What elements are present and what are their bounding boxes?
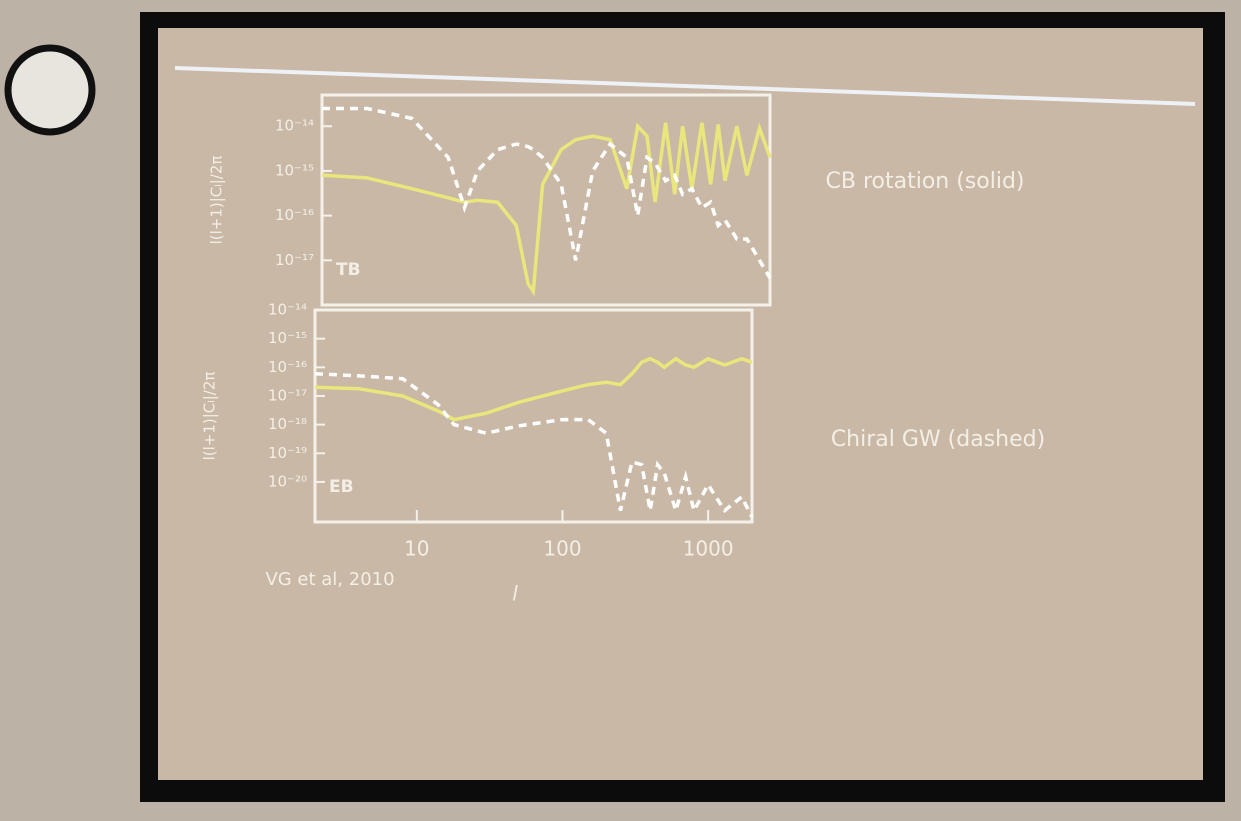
y-tick-label: 10⁻²⁰ <box>268 472 307 490</box>
panel-label: TB <box>336 260 361 280</box>
y-tick-label: 10⁻¹⁷ <box>268 386 307 404</box>
x-axis-label: l <box>512 582 518 606</box>
series-line <box>321 122 772 297</box>
y-tick-label: 10⁻¹⁷ <box>275 251 314 269</box>
y-tick-label: 10⁻¹⁴ <box>275 117 314 135</box>
y-tick-label: 10⁻¹⁵ <box>268 329 307 347</box>
annotation: CB rotation (solid) <box>826 169 1025 194</box>
clock <box>4 44 96 136</box>
y-axis-label: l(l+1)|Cₗ|/2π <box>208 156 226 245</box>
x-tick-label: 10 <box>404 537 429 561</box>
y-tick-label: 10⁻¹⁴ <box>268 301 307 319</box>
x-tick-label: 1000 <box>683 537 734 561</box>
plot-frame <box>320 93 772 307</box>
slide-rule <box>174 66 1196 106</box>
y-tick-label: 10⁻¹⁸ <box>268 415 307 433</box>
y-axis-label: l(l+1)|Cₗ|/2π <box>201 372 219 461</box>
y-tick-label: 10⁻¹⁶ <box>275 206 314 224</box>
annotation: Chiral GW (dashed) <box>831 427 1045 452</box>
plot-frame <box>313 308 754 524</box>
y-tick-label: 10⁻¹⁶ <box>268 358 307 376</box>
series-line <box>314 371 754 518</box>
series-line <box>322 106 772 279</box>
panel-label: EB <box>329 477 354 497</box>
y-tick-label: 10⁻¹⁵ <box>275 161 314 179</box>
x-tick-label: 100 <box>543 537 581 561</box>
charts: 10⁻¹⁴ 10⁻¹⁵ 10⁻¹⁶ 10⁻¹⁷ l(l+1)|Cₗ|/2π TB 10⁻¹⁴… <box>201 93 772 606</box>
y-tick-label: 10⁻¹⁹ <box>268 444 307 462</box>
credit: VG et al, 2010 <box>265 569 394 590</box>
